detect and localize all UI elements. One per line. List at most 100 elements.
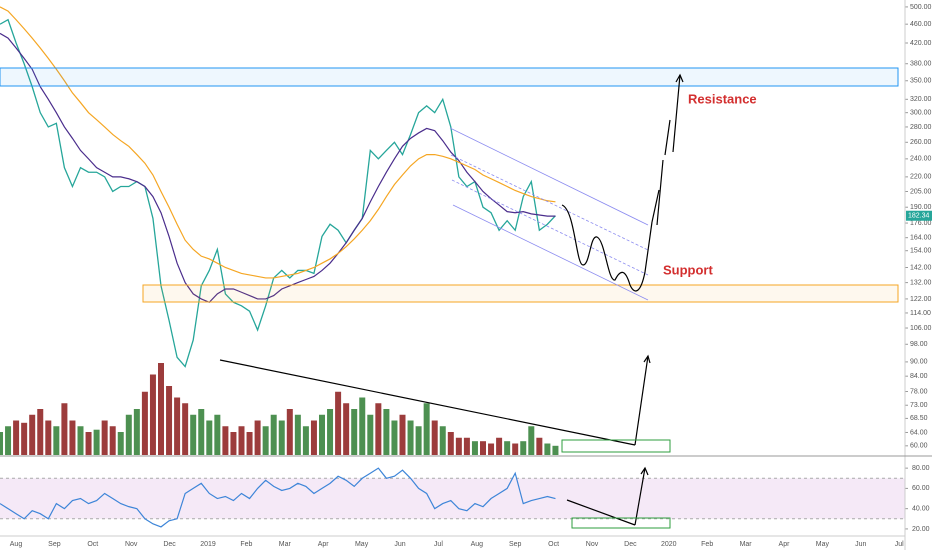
volume-bar [455,437,462,455]
channel [449,127,649,301]
volume-arrow [634,355,649,446]
volume-bar [520,441,527,455]
arrow-head [640,466,649,476]
x-tick-label: Mar [279,541,292,548]
projection-leg [651,189,660,223]
volume-bar [536,437,543,455]
volume-bar [415,426,422,455]
x-tick-label: Mar [740,541,753,548]
line-rsi [0,467,556,528]
y-tick-label: 260.00 [910,139,932,146]
arrow-head [643,354,651,364]
volume-bar [343,403,350,455]
volume-bar [254,420,261,455]
volume-bar [238,426,245,455]
volume-bar [391,420,398,455]
y-tick-label: 300.00 [910,110,932,117]
volume-bar [367,414,374,455]
last-price-label: 182.34 [908,213,930,220]
volume-bar [262,426,269,455]
y-tick-label: 68.50 [910,415,928,422]
x-tick-label: Feb [240,541,252,548]
volume-bar [447,432,454,455]
line-ma-slow [0,6,556,279]
y-tick-label: 320.00 [910,96,932,103]
channel-mid [451,179,649,276]
x-tick-label: Jul [895,541,904,548]
x-tick-label: Jun [855,541,866,548]
volume-bar [504,441,511,455]
rsi-trend [566,499,636,526]
y-tick-label: 500.00 [910,4,932,11]
volume-bar [439,426,446,455]
x-tick-label: Oct [87,541,98,548]
x-tick-label: Apr [318,541,330,548]
rsi-arrow [634,467,646,526]
y-tick-label: 78.00 [910,388,928,395]
volume-bar [222,426,229,455]
x-tick-label: Feb [701,541,713,548]
x-tick-label: Dec [624,541,637,548]
y-tick-label: 106.00 [910,325,932,332]
y-tick-label: 40.00 [912,506,930,513]
resistance-zone [0,67,899,87]
volume-bar [286,409,293,455]
volume-bar [302,426,309,455]
x-tick-label: Sep [509,541,522,548]
y-tick-label: 176.00 [910,220,932,227]
x-tick-label: May [355,541,369,548]
y-tick-label: 20.00 [912,526,930,533]
volume-bar [85,432,92,455]
x-tick-label: Aug [10,541,23,548]
y-tick-label: 154.00 [910,248,932,255]
support-zone [142,284,899,303]
y-tick-label: 380.00 [910,61,932,68]
volume-bar [423,403,430,455]
x-tick-label: Nov [125,541,138,548]
volume-bar [230,432,237,455]
volume-bar [93,429,100,455]
channel-upper [449,127,649,226]
volume-bar [471,441,478,455]
annotation: Support [663,262,713,277]
volume-bar [270,414,277,455]
volume-bar [21,422,28,455]
volume-bar [61,403,68,455]
x-tick-label: Dec [163,541,176,548]
y-tick-label: 80.00 [912,465,930,472]
volume-bar [45,420,52,455]
x-tick-label: Sep [48,541,61,548]
volume-bar [77,426,84,455]
line-price [0,18,556,368]
volume-bar [5,426,12,455]
volume-bar [214,414,221,455]
last-price-box [906,210,932,221]
x-tick-label: Jul [434,541,443,548]
y-tick-label: 132.00 [910,279,932,286]
x-tick-label: Oct [548,541,559,548]
volume-bar [480,441,486,455]
y-tick-label: 84.00 [910,373,928,380]
volume-bar [190,414,197,455]
volume-bar [319,414,325,455]
volume-bar [69,420,76,455]
y-tick-label: 280.00 [910,124,932,131]
arrow-head [675,73,684,83]
projection-leg [664,119,671,156]
x-tick-label: Nov [586,541,599,548]
y-tick-label: 190.00 [910,204,932,211]
volume-bar [335,391,342,455]
rsi-band-layer [0,477,905,520]
volume-bar [109,426,116,455]
x-tick-label: Apr [779,541,791,548]
volume-box [561,439,671,453]
volume-bar [198,409,205,455]
y-tick-label: 114.00 [910,310,931,317]
volume-bar [528,426,535,455]
volume-bar [278,420,285,455]
projection [219,73,684,526]
volume-bar [125,414,132,455]
volume-bar [431,420,438,455]
volume-bar [399,414,406,455]
